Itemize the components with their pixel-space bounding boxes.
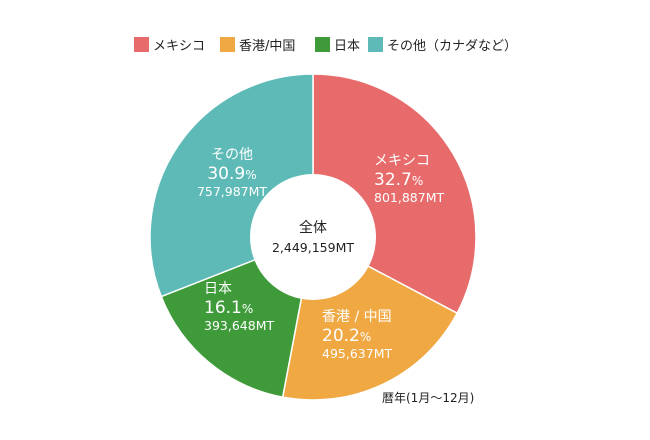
- legend-label-3: 日本: [334, 39, 360, 54]
- donut-hole: [250, 174, 376, 300]
- legend-label-2: 香港/中国: [239, 39, 295, 54]
- legend-swatch-4: [368, 37, 383, 52]
- slice-3-value: 393,648MT: [204, 318, 274, 333]
- slice-2-value: 495,637MT: [322, 346, 392, 361]
- slice-2-percent: 20.2%: [322, 326, 371, 346]
- legend-label-4: その他（カナダなど）: [387, 39, 517, 54]
- slice-4-label: その他: [211, 147, 253, 163]
- period-note: 暦年(1月〜12月): [382, 391, 474, 405]
- slice-3-label: 日本: [204, 281, 232, 297]
- legend-swatch-3: [315, 37, 330, 52]
- legend-swatch-2: [220, 37, 235, 52]
- slice-3-percent: 16.1%: [204, 298, 253, 318]
- chart-legend: メキシコ 香港/中国 日本 その他（カナダなど）: [134, 37, 517, 54]
- slice-1-value: 801,887MT: [374, 190, 444, 205]
- slice-1-label: メキシコ: [374, 153, 430, 169]
- center-total-label: 全体: [299, 219, 327, 236]
- legend-label-1: メキシコ: [153, 39, 205, 54]
- slice-4-percent: 30.9%: [207, 164, 256, 184]
- slice-4-value: 757,987MT: [197, 184, 267, 199]
- legend-swatch-1: [134, 37, 149, 52]
- center-total-value: 2,449,159MT: [272, 240, 354, 255]
- slice-2-label: 香港 / 中国: [322, 309, 392, 325]
- slice-1-percent: 32.7%: [374, 170, 423, 190]
